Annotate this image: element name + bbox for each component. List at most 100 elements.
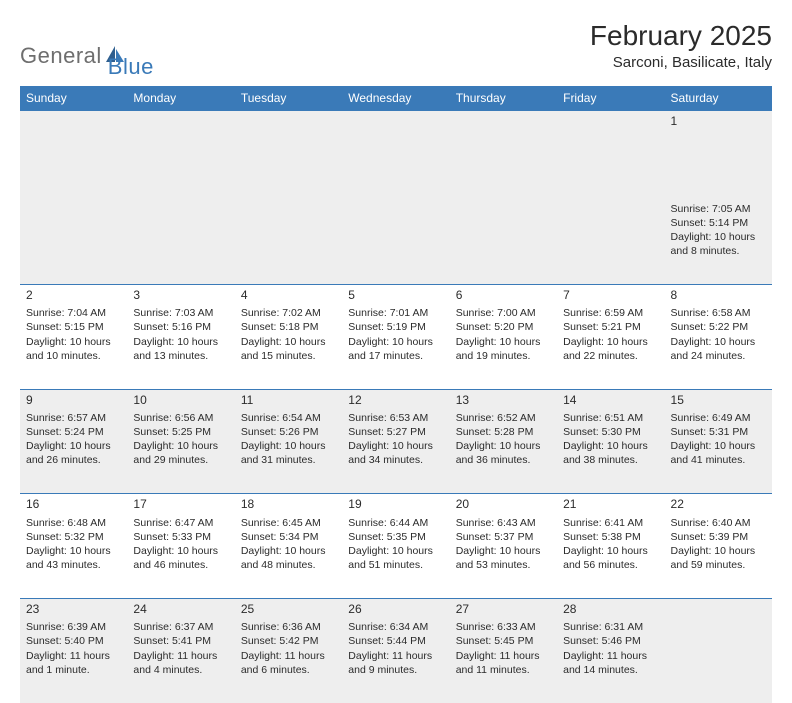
calendar-daynum-cell: 14 [557,389,664,408]
daylight-line: Daylight: 10 hours and 31 minutes. [241,439,336,467]
sunset-line: Sunset: 5:42 PM [241,634,336,648]
sunrise-line: Sunrise: 6:34 AM [348,620,443,634]
daylight-line: Daylight: 10 hours and 10 minutes. [26,335,121,363]
calendar-details-row: Sunrise: 6:39 AMSunset: 5:40 PMDaylight:… [20,617,772,703]
day-number: 5 [348,287,443,303]
calendar-details-cell: Sunrise: 7:02 AMSunset: 5:18 PMDaylight:… [235,303,342,389]
daylight-line: Daylight: 10 hours and 24 minutes. [671,335,766,363]
logo: General Blue [20,20,154,80]
calendar-details-row: Sunrise: 7:04 AMSunset: 5:15 PMDaylight:… [20,303,772,389]
calendar-daynum-row: 2345678 [20,285,772,304]
day-number: 24 [133,601,228,617]
sunset-line: Sunset: 5:45 PM [456,634,551,648]
calendar-header-cell: Tuesday [235,86,342,111]
daylight-line: Daylight: 11 hours and 11 minutes. [456,649,551,677]
sunrise-line: Sunrise: 7:01 AM [348,306,443,320]
calendar-details-cell: Sunrise: 6:52 AMSunset: 5:28 PMDaylight:… [450,408,557,494]
day-number: 1 [671,113,766,129]
daylight-line: Daylight: 10 hours and 19 minutes. [456,335,551,363]
calendar-daynum-cell: 10 [127,389,234,408]
calendar-daynum-cell: 12 [342,389,449,408]
sunset-line: Sunset: 5:40 PM [26,634,121,648]
calendar-daynum-cell: 19 [342,494,449,513]
sunset-line: Sunset: 5:18 PM [241,320,336,334]
sunset-line: Sunset: 5:28 PM [456,425,551,439]
sunrise-line: Sunrise: 6:43 AM [456,516,551,530]
calendar-daynum-cell [127,111,234,199]
sunset-line: Sunset: 5:19 PM [348,320,443,334]
calendar-details-cell: Sunrise: 6:33 AMSunset: 5:45 PMDaylight:… [450,617,557,703]
calendar-daynum-cell: 20 [450,494,557,513]
daylight-line: Daylight: 11 hours and 4 minutes. [133,649,228,677]
daylight-line: Daylight: 10 hours and 38 minutes. [563,439,658,467]
calendar-daynum-cell [557,111,664,199]
sunrise-line: Sunrise: 6:49 AM [671,411,766,425]
day-number: 16 [26,496,121,512]
calendar-details-cell: Sunrise: 6:49 AMSunset: 5:31 PMDaylight:… [665,408,772,494]
sunset-line: Sunset: 5:27 PM [348,425,443,439]
sunset-line: Sunset: 5:24 PM [26,425,121,439]
calendar-details-cell: Sunrise: 6:44 AMSunset: 5:35 PMDaylight:… [342,513,449,599]
sunrise-line: Sunrise: 6:59 AM [563,306,658,320]
calendar-details-cell: Sunrise: 7:00 AMSunset: 5:20 PMDaylight:… [450,303,557,389]
sunset-line: Sunset: 5:34 PM [241,530,336,544]
sunset-line: Sunset: 5:32 PM [26,530,121,544]
calendar-details-cell: Sunrise: 6:45 AMSunset: 5:34 PMDaylight:… [235,513,342,599]
calendar-details-cell: Sunrise: 6:59 AMSunset: 5:21 PMDaylight:… [557,303,664,389]
sunrise-line: Sunrise: 6:48 AM [26,516,121,530]
daylight-line: Daylight: 10 hours and 34 minutes. [348,439,443,467]
calendar-details-cell [127,199,234,285]
header: General Blue February 2025 Sarconi, Basi… [20,20,772,80]
sunset-line: Sunset: 5:41 PM [133,634,228,648]
sunrise-line: Sunrise: 7:00 AM [456,306,551,320]
sunrise-line: Sunrise: 7:03 AM [133,306,228,320]
calendar-daynum-cell: 21 [557,494,664,513]
calendar-daynum-row: 9101112131415 [20,389,772,408]
calendar-details-cell: Sunrise: 6:31 AMSunset: 5:46 PMDaylight:… [557,617,664,703]
calendar-daynum-cell: 8 [665,285,772,304]
day-number: 28 [563,601,658,617]
daylight-line: Daylight: 10 hours and 53 minutes. [456,544,551,572]
sunset-line: Sunset: 5:21 PM [563,320,658,334]
sunrise-line: Sunrise: 6:40 AM [671,516,766,530]
day-number: 13 [456,392,551,408]
sunrise-line: Sunrise: 7:05 AM [671,202,766,216]
calendar-details-cell: Sunrise: 7:04 AMSunset: 5:15 PMDaylight:… [20,303,127,389]
day-number: 3 [133,287,228,303]
calendar-daynum-cell [342,111,449,199]
calendar-table: SundayMondayTuesdayWednesdayThursdayFrid… [20,86,772,703]
calendar-details-cell [342,199,449,285]
day-number: 25 [241,601,336,617]
page-title: February 2025 [590,20,772,52]
calendar-details-cell [20,199,127,285]
daylight-line: Daylight: 11 hours and 14 minutes. [563,649,658,677]
calendar-daynum-cell: 28 [557,599,664,618]
calendar-details-cell: Sunrise: 6:58 AMSunset: 5:22 PMDaylight:… [665,303,772,389]
day-number: 18 [241,496,336,512]
daylight-line: Daylight: 10 hours and 59 minutes. [671,544,766,572]
sunrise-line: Sunrise: 6:47 AM [133,516,228,530]
calendar-daynum-cell [450,111,557,199]
calendar-details-cell: Sunrise: 7:01 AMSunset: 5:19 PMDaylight:… [342,303,449,389]
sunrise-line: Sunrise: 6:57 AM [26,411,121,425]
sunset-line: Sunset: 5:16 PM [133,320,228,334]
sunset-line: Sunset: 5:26 PM [241,425,336,439]
logo-text-general: General [20,43,102,69]
daylight-line: Daylight: 10 hours and 26 minutes. [26,439,121,467]
calendar-daynum-row: 1 [20,111,772,199]
calendar-daynum-cell: 17 [127,494,234,513]
daylight-line: Daylight: 10 hours and 29 minutes. [133,439,228,467]
calendar-header-cell: Saturday [665,86,772,111]
calendar-daynum-cell: 16 [20,494,127,513]
calendar-header-cell: Sunday [20,86,127,111]
sunset-line: Sunset: 5:35 PM [348,530,443,544]
sunrise-line: Sunrise: 6:41 AM [563,516,658,530]
calendar-daynum-cell [665,599,772,618]
daylight-line: Daylight: 10 hours and 51 minutes. [348,544,443,572]
sunset-line: Sunset: 5:25 PM [133,425,228,439]
daylight-line: Daylight: 10 hours and 41 minutes. [671,439,766,467]
sunset-line: Sunset: 5:14 PM [671,216,766,230]
calendar-daynum-cell: 18 [235,494,342,513]
sunrise-line: Sunrise: 6:54 AM [241,411,336,425]
day-number: 11 [241,392,336,408]
